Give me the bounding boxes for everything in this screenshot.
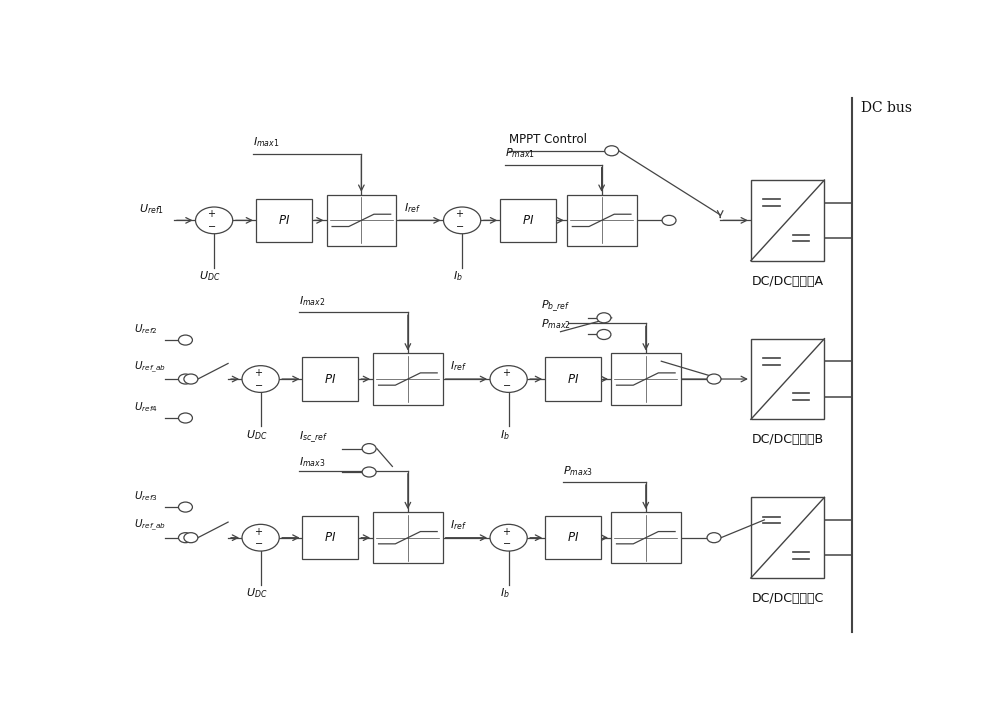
Text: $U_{ref3}$: $U_{ref3}$ <box>134 489 158 502</box>
Text: MPPT Control: MPPT Control <box>509 133 587 146</box>
Text: +: + <box>502 526 510 536</box>
Bar <box>302 516 358 560</box>
Text: $PI$: $PI$ <box>522 214 534 227</box>
Text: $PI$: $PI$ <box>567 372 579 385</box>
Text: +: + <box>207 210 215 219</box>
Text: $U_{ref2}$: $U_{ref2}$ <box>134 322 158 335</box>
Text: $U_{ref\_ab}$: $U_{ref\_ab}$ <box>134 518 166 534</box>
Circle shape <box>184 533 198 543</box>
Bar <box>500 199 556 242</box>
Text: $U_{DC}$: $U_{DC}$ <box>246 428 268 442</box>
Text: $U_{ref\_ab}$: $U_{ref\_ab}$ <box>134 359 166 375</box>
Text: $I_{ref}$: $I_{ref}$ <box>450 359 467 374</box>
Circle shape <box>597 330 611 340</box>
Text: $I_{max1}$: $I_{max1}$ <box>253 135 279 149</box>
Bar <box>545 516 601 560</box>
Bar <box>611 512 681 563</box>
Text: $I_{b}$: $I_{b}$ <box>453 270 463 283</box>
Text: +: + <box>455 210 463 219</box>
Text: $P_{max2}$: $P_{max2}$ <box>541 317 571 331</box>
Circle shape <box>490 366 527 393</box>
Bar <box>302 357 358 401</box>
Text: +: + <box>254 368 262 378</box>
Text: $PI$: $PI$ <box>567 531 579 544</box>
Circle shape <box>362 467 376 477</box>
Circle shape <box>178 374 192 384</box>
Text: −: − <box>208 222 216 232</box>
Bar <box>326 194 396 246</box>
Text: DC/DC变换器C: DC/DC变换器C <box>752 592 824 605</box>
Text: $U_{DC}$: $U_{DC}$ <box>199 270 221 283</box>
Bar <box>545 357 601 401</box>
Text: $PI$: $PI$ <box>324 372 336 385</box>
Text: −: − <box>255 381 263 390</box>
Text: −: − <box>255 539 263 549</box>
Text: $I_{ref}$: $I_{ref}$ <box>404 201 421 215</box>
Circle shape <box>242 366 279 393</box>
Bar <box>751 180 824 261</box>
Circle shape <box>242 524 279 551</box>
Text: $I_{b}$: $I_{b}$ <box>500 586 510 601</box>
Circle shape <box>178 502 192 512</box>
Circle shape <box>178 533 192 543</box>
Circle shape <box>490 524 527 551</box>
Circle shape <box>196 207 233 234</box>
Text: $P_{max3}$: $P_{max3}$ <box>563 463 593 478</box>
Text: −: − <box>503 539 511 549</box>
Bar <box>373 354 443 405</box>
Text: $P_{max1}$: $P_{max1}$ <box>505 147 535 161</box>
Circle shape <box>178 413 192 423</box>
Circle shape <box>597 313 611 322</box>
Circle shape <box>178 335 192 345</box>
Text: −: − <box>456 222 464 232</box>
Text: +: + <box>254 526 262 536</box>
Text: $I_{ref}$: $I_{ref}$ <box>450 518 467 532</box>
Text: $I_{b}$: $I_{b}$ <box>500 428 510 442</box>
Text: $U_{ref4}$: $U_{ref4}$ <box>134 400 158 414</box>
Bar <box>256 199 312 242</box>
Text: DC bus: DC bus <box>861 100 912 115</box>
Text: DC/DC变换器B: DC/DC变换器B <box>752 433 824 446</box>
Text: +: + <box>502 368 510 378</box>
Text: $U_{DC}$: $U_{DC}$ <box>246 586 268 601</box>
Bar <box>751 497 824 578</box>
Circle shape <box>444 207 481 234</box>
Text: $U_{ref1}$: $U_{ref1}$ <box>139 202 164 216</box>
Circle shape <box>362 444 376 453</box>
Bar <box>567 194 637 246</box>
Circle shape <box>184 374 198 384</box>
Text: $I_{max3}$: $I_{max3}$ <box>299 455 326 469</box>
Bar <box>611 354 681 405</box>
Text: −: − <box>503 381 511 390</box>
Text: $I_{sc\_ref}$: $I_{sc\_ref}$ <box>299 429 329 445</box>
Circle shape <box>662 215 676 226</box>
Text: $I_{max2}$: $I_{max2}$ <box>299 294 326 308</box>
Text: $P_{b\_ref}$: $P_{b\_ref}$ <box>541 299 570 314</box>
Bar <box>373 512 443 563</box>
Text: $PI$: $PI$ <box>324 531 336 544</box>
Bar <box>751 338 824 419</box>
Text: $PI$: $PI$ <box>278 214 290 227</box>
Text: DC/DC变换器A: DC/DC变换器A <box>752 275 824 288</box>
Circle shape <box>707 374 721 384</box>
Circle shape <box>605 146 619 155</box>
Circle shape <box>707 533 721 543</box>
